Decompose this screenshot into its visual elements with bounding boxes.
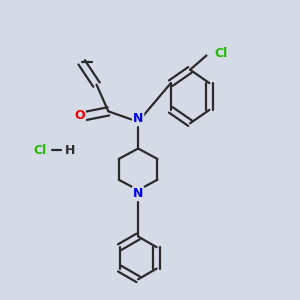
Text: O: O bbox=[74, 109, 85, 122]
Text: H: H bbox=[64, 143, 75, 157]
Text: N: N bbox=[133, 187, 143, 200]
Text: Cl: Cl bbox=[215, 47, 228, 61]
Text: Cl: Cl bbox=[33, 143, 47, 157]
Text: N: N bbox=[133, 112, 143, 125]
